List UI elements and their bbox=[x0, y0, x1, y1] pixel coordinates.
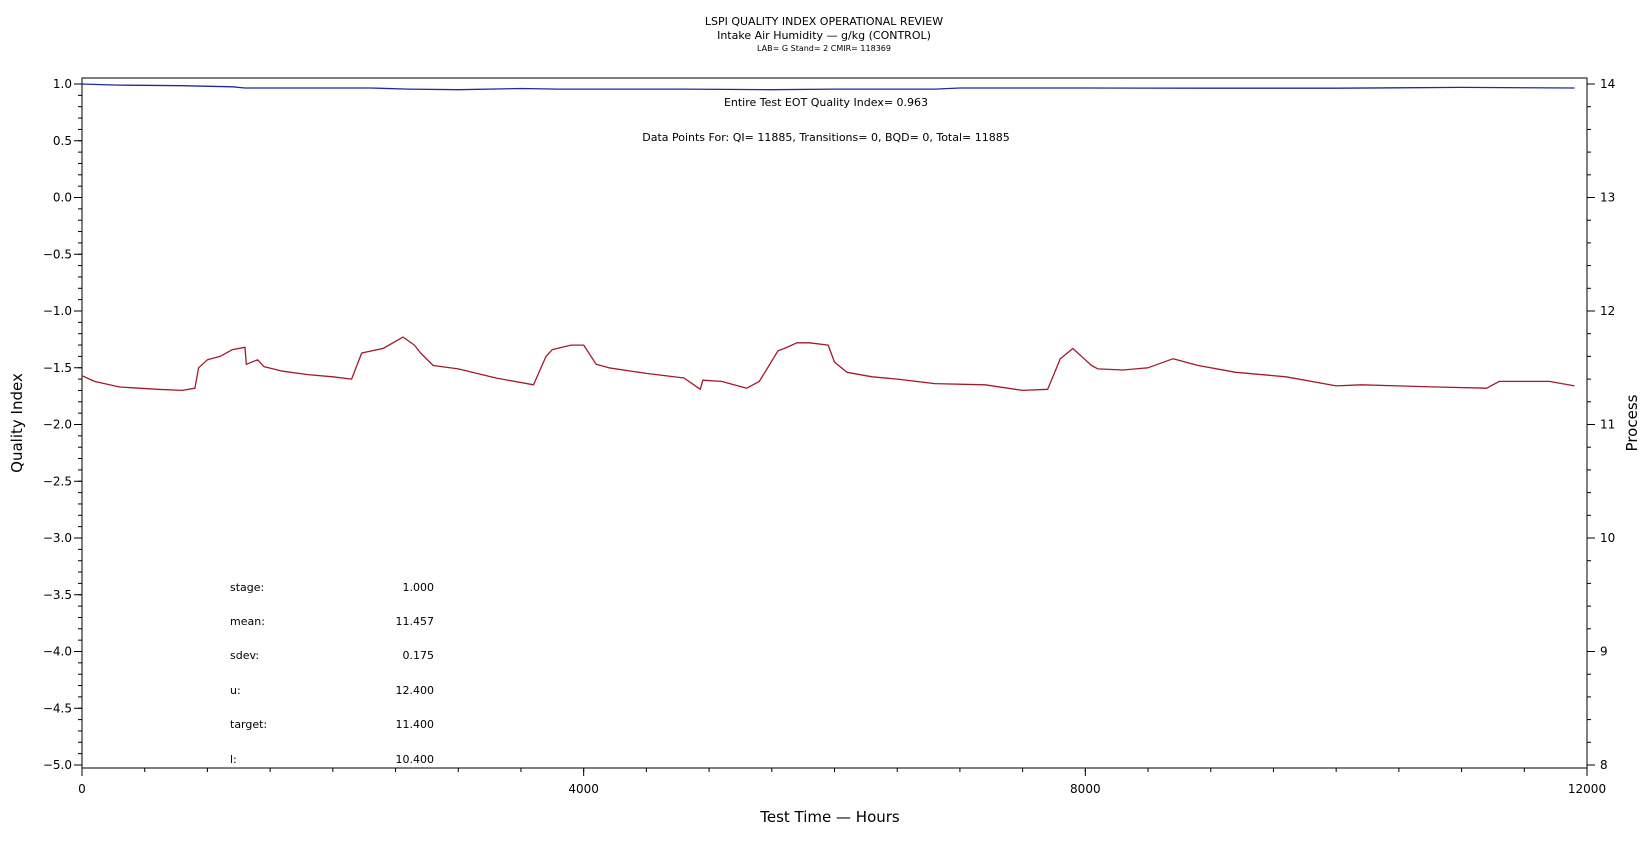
y-tick-label: −4.5 bbox=[43, 701, 72, 715]
stat-value: 11.457 bbox=[396, 615, 435, 628]
chart-subtitle: Intake Air Humidity — g/kg (CONTROL) bbox=[717, 29, 931, 42]
y-tick-label: −5.0 bbox=[43, 758, 72, 772]
chart-title: LSPI QUALITY INDEX OPERATIONAL REVIEW bbox=[705, 15, 943, 28]
stat-value: 1.000 bbox=[403, 581, 435, 594]
y2-tick-label: 13 bbox=[1600, 191, 1615, 205]
stat-label: sdev: bbox=[230, 649, 259, 662]
y2-tick-label: 14 bbox=[1600, 77, 1615, 91]
y-tick-label: 0.0 bbox=[53, 191, 72, 205]
x-tick-label: 4000 bbox=[568, 782, 599, 796]
y2-axis-title: Process bbox=[1623, 394, 1641, 451]
y2-tick-label: 11 bbox=[1600, 418, 1615, 432]
y-tick-label: −1.5 bbox=[43, 361, 72, 375]
stat-value: 11.400 bbox=[396, 718, 435, 731]
y-tick-label: −2.5 bbox=[43, 474, 72, 488]
y-tick-label: 0.5 bbox=[53, 134, 72, 148]
process-series-line bbox=[81, 336, 1575, 392]
stat-label: mean: bbox=[230, 615, 265, 628]
y-tick-label: 1.0 bbox=[53, 77, 72, 91]
series-layer bbox=[81, 83, 1575, 392]
y2-tick-label: 9 bbox=[1600, 645, 1608, 659]
x-tick-label: 0 bbox=[78, 782, 86, 796]
stat-value: 12.400 bbox=[396, 684, 435, 697]
stat-label: target: bbox=[230, 718, 267, 731]
y-tick-label: −2.0 bbox=[43, 418, 72, 432]
annotation-data-points: Data Points For: QI= 11885, Transitions=… bbox=[642, 131, 1010, 144]
y-axis-title: Quality Index bbox=[8, 373, 26, 473]
plot-frame bbox=[81, 77, 1588, 769]
annotation-eot-qi: Entire Test EOT Quality Index= 0.963 bbox=[724, 96, 928, 109]
quality-index-series-line bbox=[81, 83, 1575, 91]
y-tick-label: −3.0 bbox=[43, 531, 72, 545]
y-tick-label: −4.0 bbox=[43, 645, 72, 659]
chart-subtitle-2: LAB= G Stand= 2 CMIR= 118369 bbox=[757, 44, 891, 53]
stat-value: 0.175 bbox=[403, 649, 435, 662]
y-tick-label: −1.0 bbox=[43, 304, 72, 318]
x-axis-title: Test Time — Hours bbox=[759, 808, 900, 826]
stat-label: l: bbox=[230, 753, 237, 766]
y2-tick-label: 10 bbox=[1600, 531, 1615, 545]
y-tick-label: −0.5 bbox=[43, 247, 72, 261]
x-tick-label: 8000 bbox=[1070, 782, 1101, 796]
y-tick-label: −3.5 bbox=[43, 588, 72, 602]
axes-layer: 0 4000 8000 12000 1.0 0.5 0.0 −0.5 −1.0 −1.5 −2.0 −… bbox=[43, 77, 1615, 796]
stat-label: u: bbox=[230, 684, 241, 697]
stat-label: stage: bbox=[230, 581, 264, 594]
y2-tick-label: 12 bbox=[1600, 304, 1615, 318]
y2-tick-label: 8 bbox=[1600, 758, 1608, 772]
x-tick-label: 12000 bbox=[1568, 782, 1606, 796]
stat-value: 10.400 bbox=[396, 753, 435, 766]
